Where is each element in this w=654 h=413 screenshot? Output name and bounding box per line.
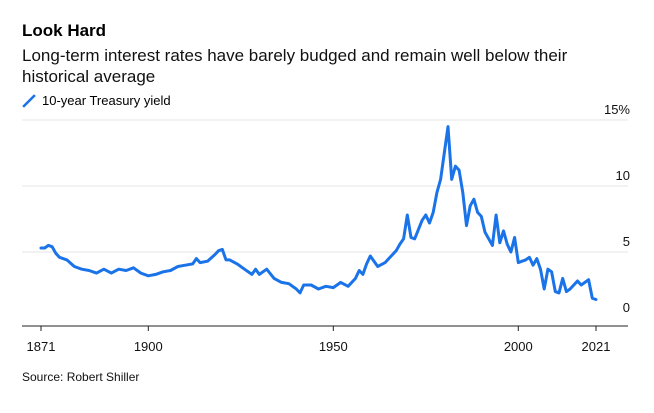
x-tick-label: 2021 (582, 339, 611, 354)
x-tick-label: 1900 (134, 339, 163, 354)
y-tick-label: 15% (604, 102, 630, 117)
x-tick-label: 1950 (319, 339, 348, 354)
chart-title: Look Hard (22, 21, 107, 40)
x-tick-label: 2000 (504, 339, 533, 354)
y-tick-label: 10 (616, 168, 630, 183)
y-tick-label: 5 (623, 234, 630, 249)
chart-subtitle: Long-term interest rates have barely bud… (22, 46, 568, 86)
x-tick-label: 1871 (27, 339, 56, 354)
chart-legend: 10-year Treasury yield (22, 93, 171, 108)
legend-line-icon (22, 93, 36, 108)
source-note: Source: Robert Shiller (22, 370, 140, 384)
legend-label: 10-year Treasury yield (42, 93, 171, 108)
y-tick-label: 0 (623, 300, 630, 315)
series-line (39, 125, 598, 301)
